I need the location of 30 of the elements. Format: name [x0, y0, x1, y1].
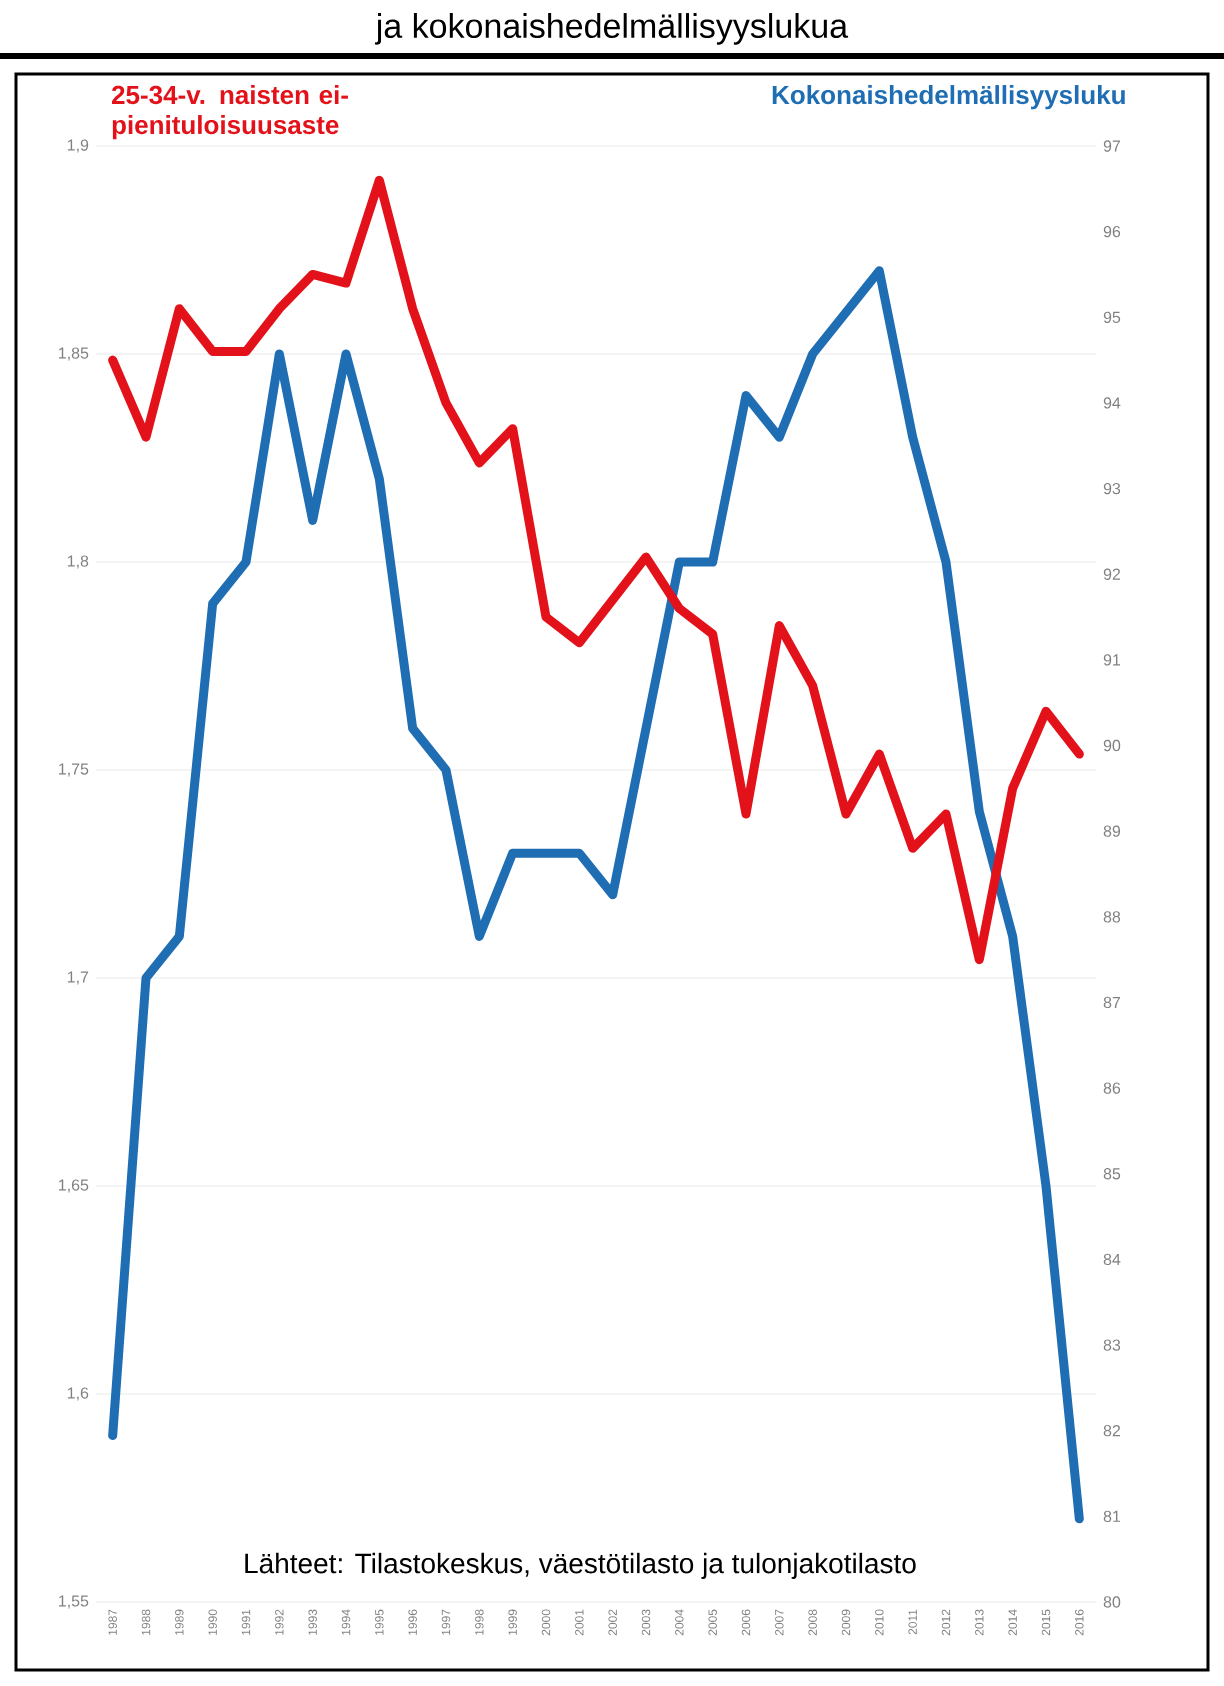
y2-tick-label: 96: [1103, 225, 1121, 238]
y2-tick-label: 80: [1103, 1596, 1121, 1608]
series-label: 25-34-v. naisten ei-pienituloisuusaste: [111, 85, 348, 140]
y2-tick-label: 89: [1103, 825, 1121, 837]
y-tick-label: 1,75: [59, 763, 89, 777]
y2-tick-label: 85: [1103, 1168, 1121, 1180]
y2-tick-label: 95: [1103, 311, 1121, 323]
y2-tick-label: 83: [1103, 1339, 1121, 1351]
y2-tick-label: 87: [1103, 996, 1121, 1009]
y-tick-label: 1,7: [67, 971, 89, 985]
y2-tick-label: 90: [1103, 739, 1121, 752]
y2-tick-label: 86: [1103, 1082, 1121, 1094]
y2-tick-label: 81: [1103, 1510, 1121, 1522]
annotation: Lähteet: Tilastokeskus, väestötilasto ja tulonjakotilasto: [245, 1552, 916, 1579]
text: Kokonaishedelmällisyysluku: [772, 85, 1125, 110]
chart-title: ja kokonaishedelmällisyyslukua: [374, 13, 849, 45]
y2-tick-label: 93: [1103, 482, 1121, 495]
y2-tick-label: 84: [1103, 1253, 1121, 1266]
y-tick-label: 1,9: [67, 139, 89, 153]
y-tick-label: 1,85: [59, 347, 89, 361]
y2-tick-label: 97: [1103, 140, 1121, 152]
y-tick-label: 1,6: [67, 1387, 89, 1401]
y-tick-label: 1,8: [67, 555, 89, 569]
y2-tick-label: 91: [1103, 654, 1121, 666]
y2-tick-label: 82: [1103, 1425, 1121, 1437]
y2-tick-label: 88: [1103, 911, 1121, 923]
y2-tick-label: 92: [1103, 568, 1121, 580]
y-tick-label: 1,65: [59, 1179, 89, 1193]
y2-tick-label: 94: [1103, 397, 1121, 409]
y-tick-label: 1,55: [59, 1595, 89, 1609]
